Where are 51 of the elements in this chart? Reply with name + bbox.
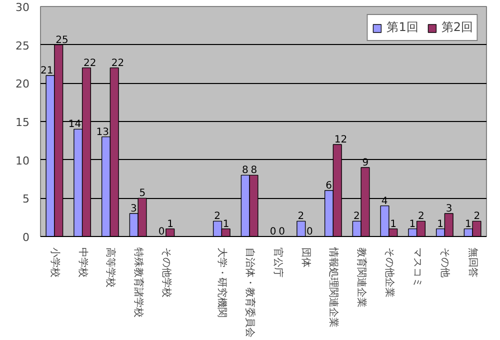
data-label: 0 — [278, 226, 285, 238]
data-label: 0 — [158, 226, 165, 238]
data-label: 22 — [83, 58, 96, 69]
data-label: 2 — [298, 211, 304, 222]
y-tick-label: 10 — [16, 154, 30, 168]
x-tick-label: 中学校 — [76, 248, 89, 278]
x-tick-label: 団体 — [300, 248, 312, 268]
x-tick-label: その他 — [439, 248, 452, 278]
data-label: 2 — [474, 211, 480, 222]
data-label: 6 — [326, 180, 332, 192]
x-tick-label: その他学校 — [160, 248, 172, 298]
x-tick-label: 大学・研究機関 — [216, 248, 228, 318]
data-label: 3 — [446, 204, 452, 214]
data-label: 21 — [40, 66, 54, 76]
x-tick-label: 特殊教育諸学校 — [132, 248, 145, 318]
x-tick-label: 教育関連企業 — [356, 248, 368, 308]
y-tick-label: 0 — [22, 231, 30, 244]
data-label: 25 — [56, 34, 68, 46]
y-tick-label: 25 — [16, 39, 30, 52]
data-label: 1 — [465, 218, 472, 230]
data-label: 1 — [222, 218, 230, 230]
data-label: 2 — [354, 211, 360, 222]
data-label: 1 — [409, 218, 416, 230]
data-label: 2 — [418, 211, 424, 222]
data-label: 0 — [270, 226, 276, 238]
data-label: 3 — [130, 204, 137, 214]
x-tick-label: 自治体・教育委員会 — [244, 248, 256, 338]
x-tick-label: マスコミ — [411, 248, 422, 288]
y-tick-label: 30 — [16, 1, 30, 14]
data-label: 1 — [167, 218, 174, 230]
legend-label: 第1回 — [386, 19, 418, 36]
data-label: 1 — [390, 218, 396, 230]
x-tick-label: 無回答 — [467, 248, 480, 278]
x-tick-label: 官公庁 — [272, 248, 284, 278]
x-tick-label: 情報処理関連企業 — [328, 246, 340, 328]
legend-label: 第2回 — [441, 19, 473, 36]
y-tick-label: 5 — [22, 192, 30, 206]
x-tick-label: 高等学校 — [104, 248, 117, 288]
data-label: 0 — [306, 226, 313, 238]
data-label: 13 — [96, 126, 110, 138]
data-label: 8 — [242, 165, 248, 176]
y-tick-label: 20 — [16, 78, 30, 91]
data-label: 8 — [250, 165, 258, 176]
data-label: 12 — [334, 134, 348, 146]
data-label: 1 — [437, 218, 444, 230]
data-label: 5 — [139, 188, 146, 200]
x-tick-label: その他企業 — [383, 248, 396, 298]
data-label: 22 — [111, 58, 124, 69]
y-tick-label: 15 — [16, 116, 30, 129]
x-tick-label: 小学校 — [48, 248, 61, 278]
data-label: 2 — [214, 211, 221, 222]
